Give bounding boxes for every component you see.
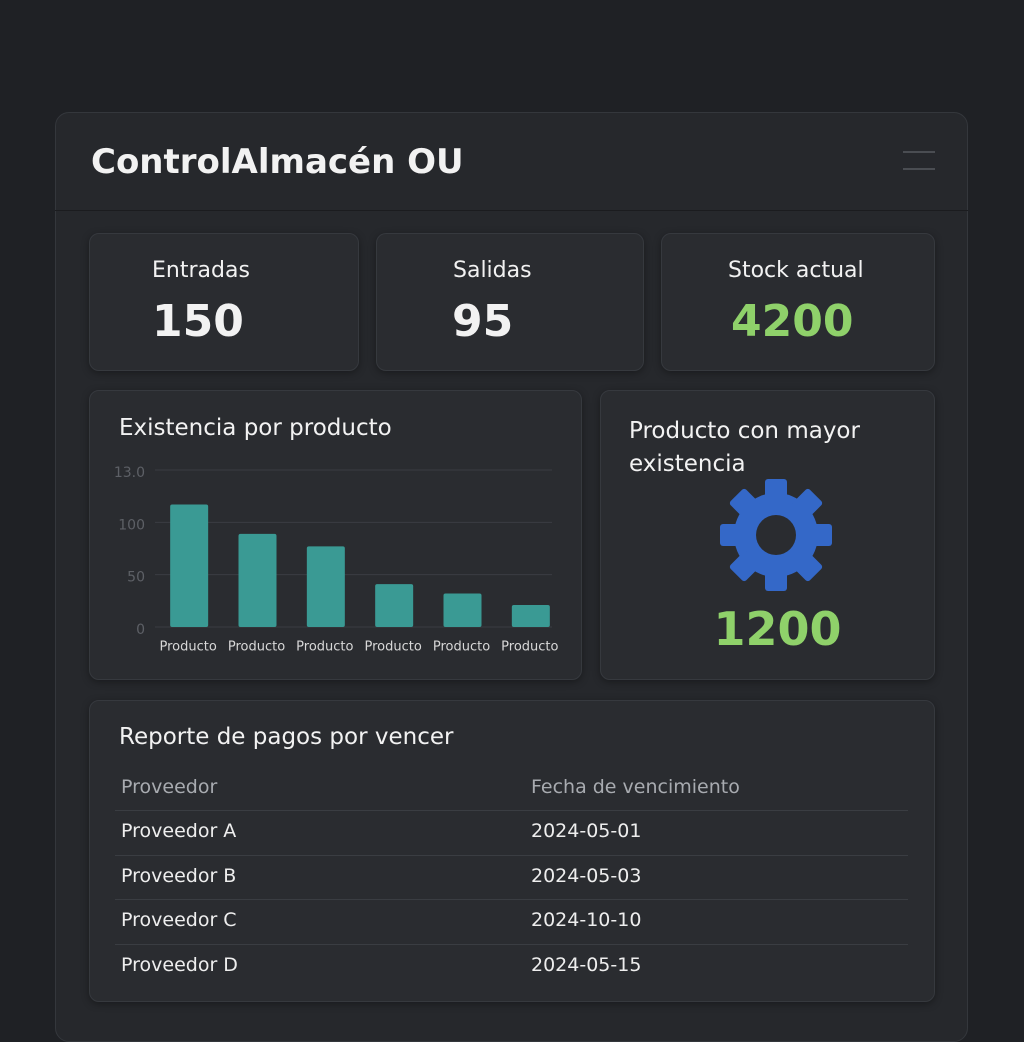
app-title: ControlAlmacén OU [91,142,464,182]
stat-card [661,233,935,371]
table-cell: 2024-05-01 [531,820,642,842]
column-header: Fecha de vencimiento [531,776,740,798]
stat-label: Salidas [453,258,532,283]
stat-value: 150 [152,296,244,347]
table-cell: 2024-05-03 [531,864,642,887]
stat-card [89,233,359,371]
stat-card [376,233,644,371]
top-product-value: 1200 [713,602,842,656]
top-product-title: Producto con mayor existencia [629,418,860,477]
table-cell: 2024-10-10 [531,909,642,931]
chart-title: Existencia por producto [119,415,392,441]
table-cell: Proveedor B [121,864,237,887]
table-cell: Proveedor A [121,820,237,842]
gear-icon [720,479,832,591]
stat-label: Entradas [152,258,250,283]
stat-value: 4200 [731,296,854,347]
table-cell: Proveedor D [121,953,238,976]
menu-icon-bar[interactable] [903,151,935,153]
stat-label: Stock actual [728,258,864,283]
table-cell: Proveedor C [121,909,237,931]
column-header: Proveedor [121,776,218,798]
row-separator [115,854,908,856]
row-separator [115,943,908,945]
stat-value: 95 [452,296,514,347]
table-card [89,700,935,1002]
table-title: Reporte de pagos por vencer [119,724,454,750]
row-separator [115,810,908,811]
header [55,112,968,211]
table-cell: 2024-05-15 [531,953,642,976]
row-separator [115,899,908,900]
menu-icon-bar[interactable] [903,168,935,170]
